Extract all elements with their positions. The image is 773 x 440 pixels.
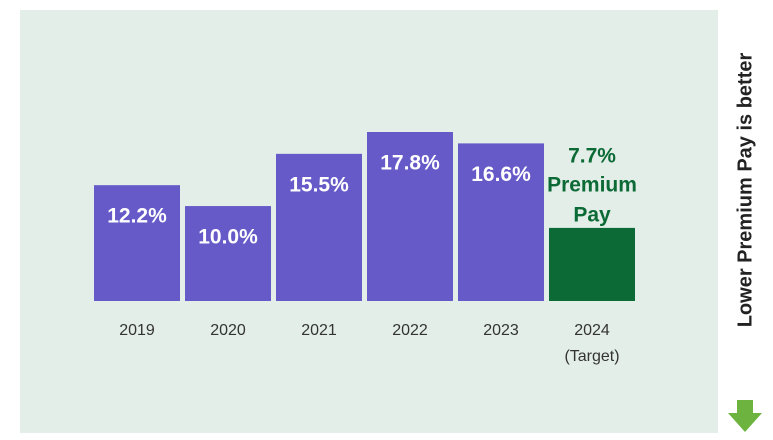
- x-tick-label: 2023: [483, 322, 519, 339]
- annotation: Pay: [573, 203, 611, 226]
- annotation: Premium: [547, 173, 637, 196]
- data-label: 16.6%: [471, 163, 531, 186]
- arrow-head: [728, 413, 762, 432]
- data-label: 10.0%: [198, 226, 258, 249]
- bar: [185, 206, 271, 301]
- x-tick-label: 2024: [574, 322, 610, 339]
- data-label: 7.7%: [568, 144, 616, 167]
- data-label: 12.2%: [107, 205, 167, 228]
- side-label: Lower Premium Pay is better: [734, 53, 756, 328]
- data-label: 15.5%: [289, 173, 349, 196]
- bar: [367, 132, 453, 301]
- x-tick-label: 2019: [119, 322, 155, 339]
- bar: [276, 153, 362, 301]
- x-tick-note: (Target): [564, 348, 619, 365]
- down-arrow: [728, 400, 762, 432]
- x-tick-label: 2022: [392, 322, 428, 339]
- x-tick-label: 2021: [301, 322, 337, 339]
- x-tick-label: 2020: [210, 322, 246, 339]
- bar: [458, 143, 544, 301]
- arrow-shaft: [737, 400, 753, 414]
- data-label: 17.8%: [380, 152, 440, 175]
- bar: [94, 185, 180, 301]
- bar: [549, 227, 635, 301]
